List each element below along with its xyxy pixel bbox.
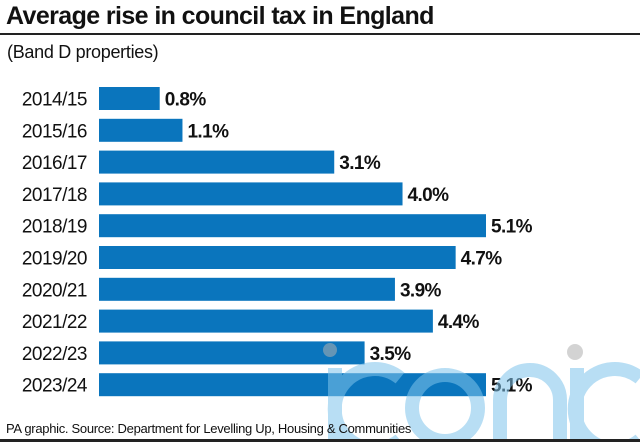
category-label: 2021/22: [22, 312, 87, 333]
value-label: 1.1%: [187, 121, 229, 142]
value-label: 4.0%: [408, 185, 450, 206]
bar: [99, 277, 395, 301]
bar: [99, 87, 160, 110]
value-label: 5.1%: [491, 217, 533, 238]
bar: [99, 150, 335, 174]
value-label: 3.9%: [400, 280, 442, 301]
value-label: 4.4%: [438, 312, 480, 333]
chart-title: Average rise in council tax in England: [6, 2, 434, 30]
category-label: 2014/15: [22, 90, 87, 111]
title-divider: [0, 33, 640, 35]
category-label: 2022/23: [22, 344, 87, 365]
bars-group: 2014/15 0.8% 2015/16 1.1% 2016/17 3.1% 2017/18…: [22, 87, 533, 397]
value-label: 3.1%: [339, 153, 381, 174]
bar: [99, 373, 486, 397]
category-label: 2017/18: [22, 185, 87, 206]
value-label: 3.5%: [370, 344, 412, 365]
category-label: 2018/19: [22, 217, 87, 238]
footer-divider: [0, 439, 640, 442]
source-note: PA graphic. Source: Department for Level…: [6, 421, 412, 436]
bar: [99, 341, 365, 365]
category-label: 2015/16: [22, 121, 87, 142]
category-label: 2020/21: [22, 280, 87, 301]
bar: [99, 118, 183, 142]
bar: [99, 246, 456, 269]
category-label: 2023/24: [22, 376, 88, 397]
value-label: 0.8%: [165, 90, 207, 111]
bar: [99, 309, 433, 333]
bar: [99, 214, 486, 238]
chart-subtitle: (Band D properties): [7, 42, 159, 62]
value-label: 5.1%: [491, 376, 533, 397]
category-label: 2016/17: [22, 153, 87, 174]
bar: [99, 182, 403, 206]
value-label: 4.7%: [461, 249, 503, 270]
category-label: 2019/20: [22, 249, 87, 270]
